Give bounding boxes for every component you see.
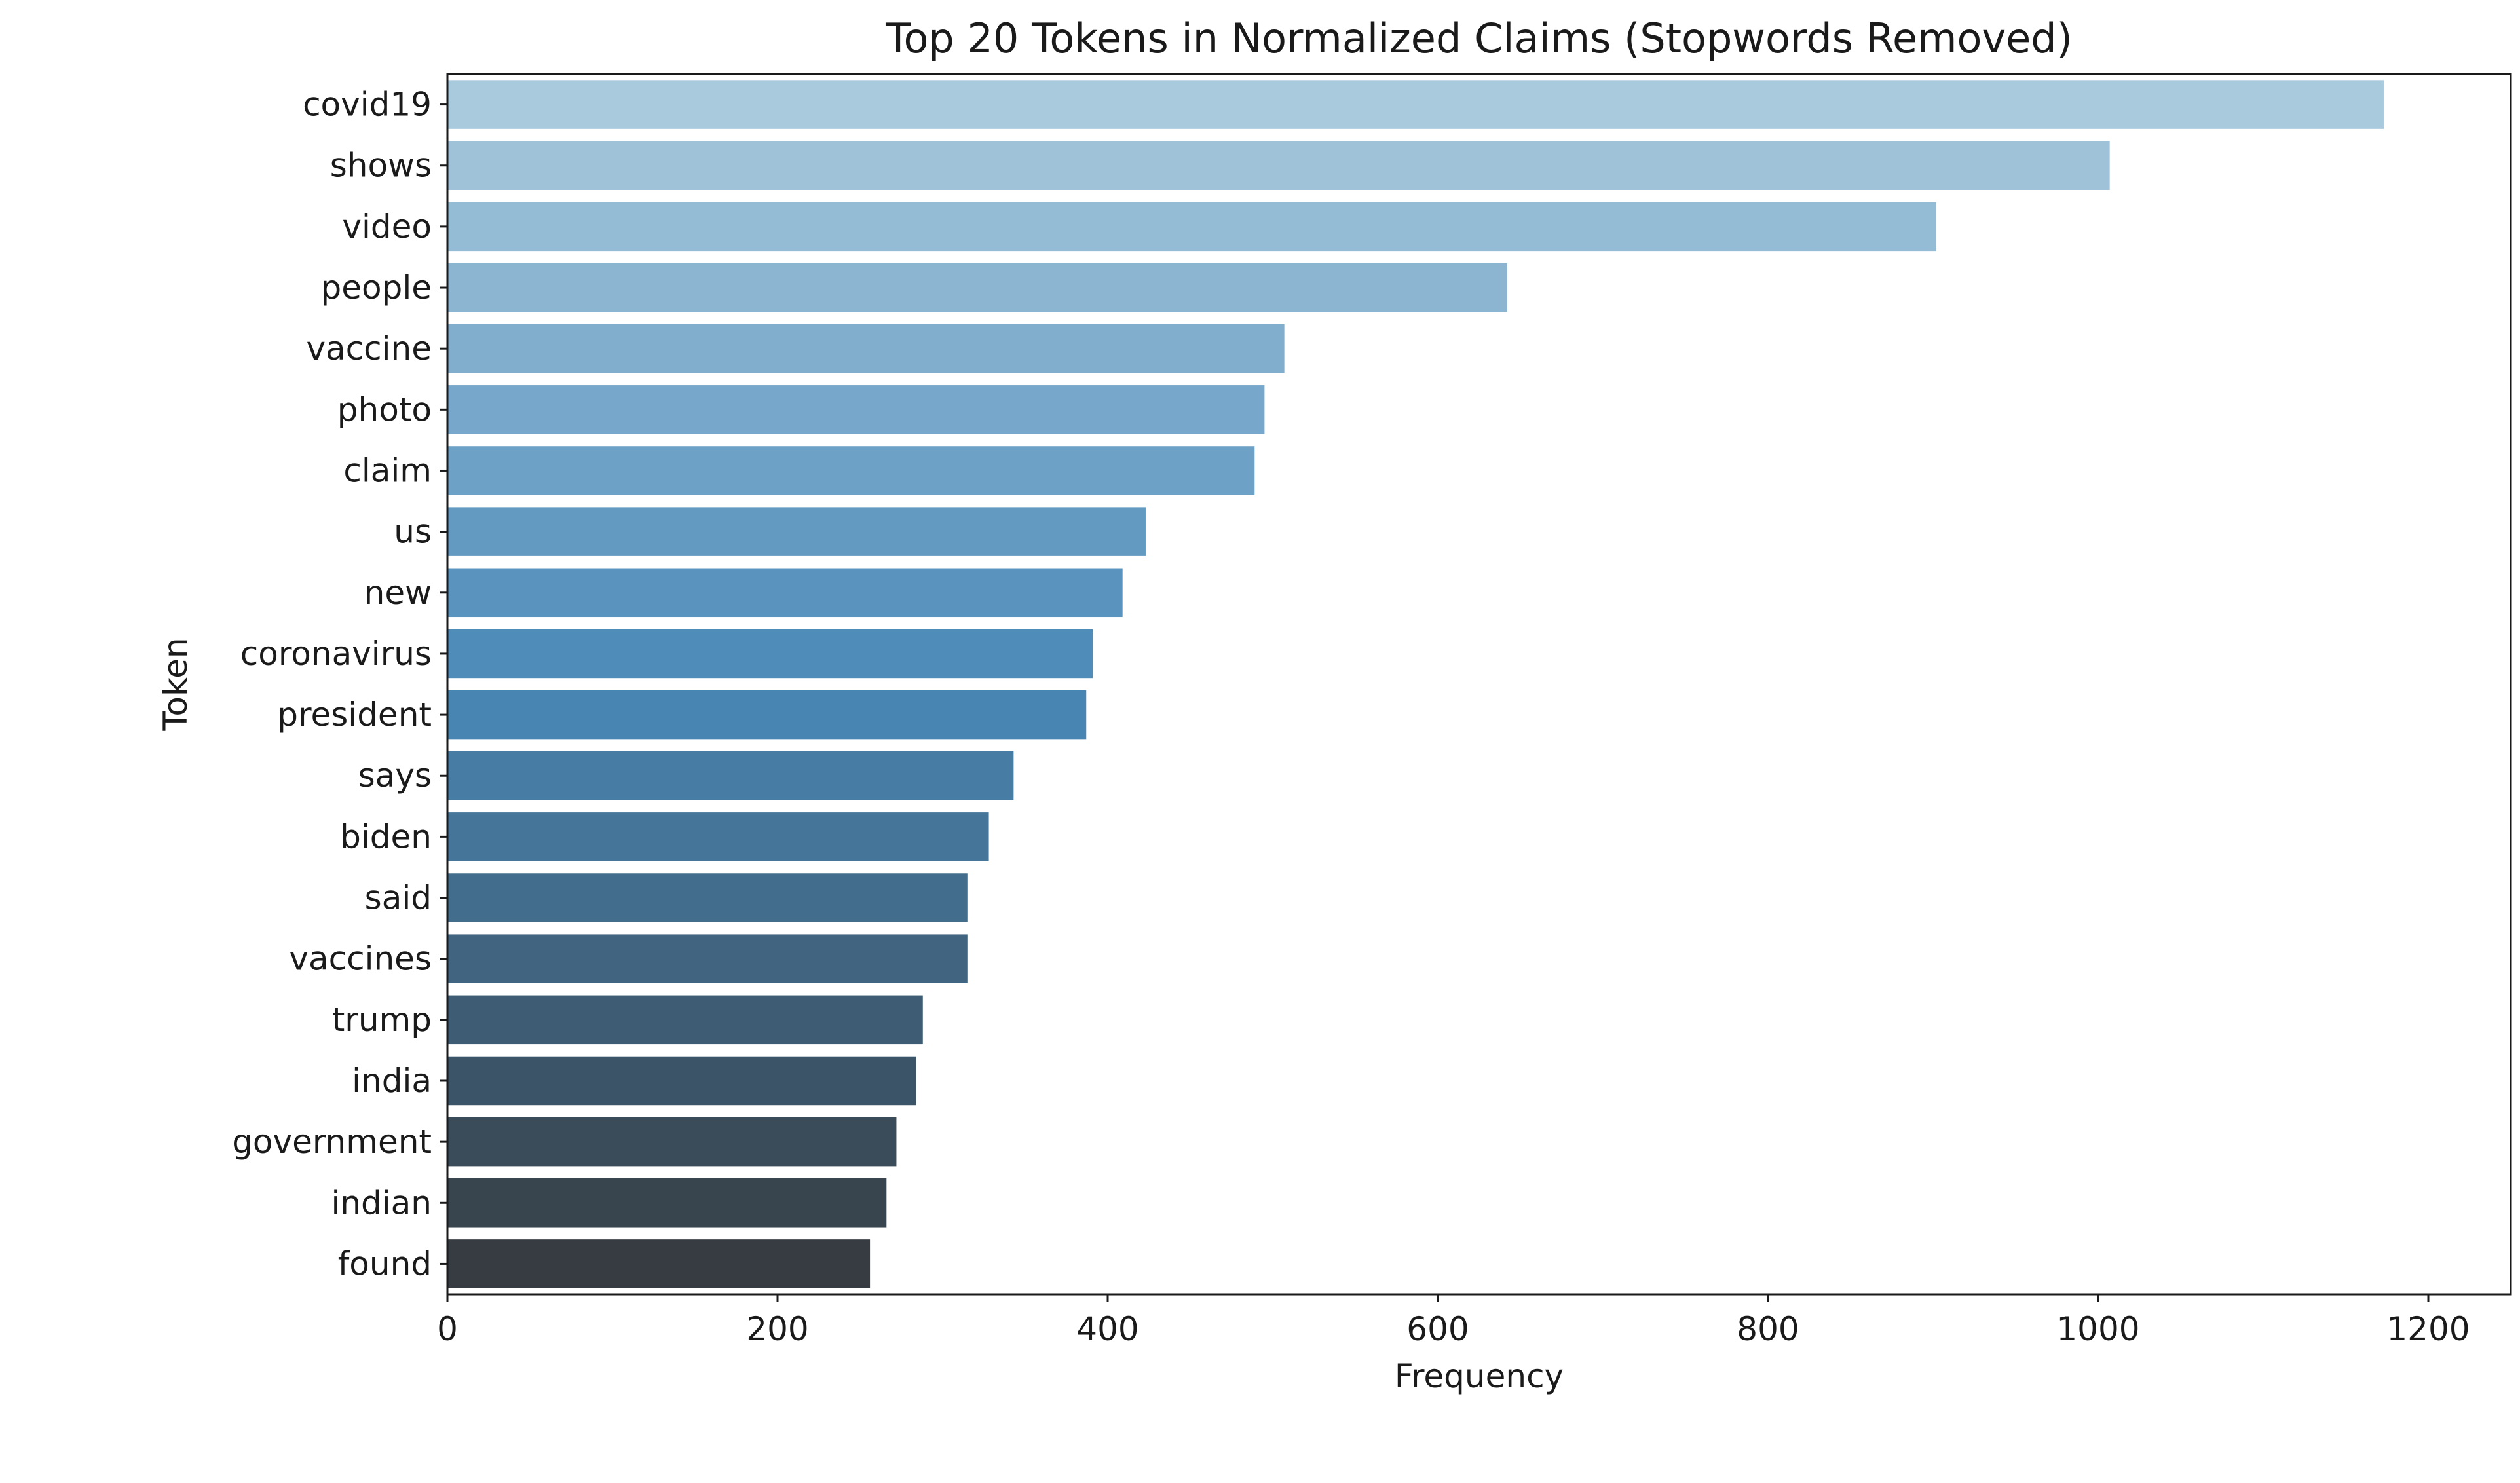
x-tick-label: 400 — [1076, 1310, 1138, 1348]
x-tick-label: 200 — [746, 1310, 808, 1348]
bar-covid19 — [447, 80, 2384, 129]
y-tick-label: trump — [332, 1001, 432, 1039]
chart-title: Top 20 Tokens in Normalized Claims (Stop… — [885, 14, 2073, 62]
bar-found — [447, 1239, 871, 1288]
y-tick-label: claim — [343, 451, 432, 489]
y-axis-label: Token — [157, 637, 195, 731]
y-tick-label: new — [364, 574, 432, 612]
y-tick-label: vaccine — [306, 329, 432, 367]
bar-vaccine — [447, 324, 1285, 373]
bar-government — [447, 1117, 897, 1167]
y-tick-label: us — [394, 513, 432, 551]
y-tick-label: shows — [330, 147, 432, 185]
y-tick-label: government — [232, 1123, 432, 1161]
x-axis-ticks: 0 200 400 600 800 1000 1200 — [437, 1294, 2470, 1348]
y-tick-label: vaccines — [289, 940, 432, 978]
y-tick-label: indian — [331, 1184, 432, 1222]
bar-us — [447, 507, 1146, 556]
bar-indian — [447, 1178, 887, 1228]
x-tick-label: 800 — [1737, 1310, 1799, 1348]
y-tick-label: photo — [337, 390, 432, 428]
y-tick-label: said — [365, 879, 432, 917]
bar-vaccines — [447, 934, 968, 983]
x-tick-label: 1000 — [2056, 1310, 2139, 1348]
plot-frame — [446, 73, 2512, 1296]
x-tick-label: 1200 — [2386, 1310, 2470, 1348]
y-tick-label: india — [352, 1062, 432, 1100]
y-tick-label: video — [342, 208, 432, 246]
bars-layer — [447, 80, 2384, 1288]
x-tick-label: 0 — [437, 1310, 458, 1348]
y-tick-label: biden — [340, 817, 432, 855]
bar-new — [447, 568, 1123, 618]
x-tick-label: 600 — [1406, 1310, 1469, 1348]
bar-claim — [447, 446, 1255, 495]
bar-president — [447, 690, 1087, 740]
x-axis-label: Frequency — [1395, 1357, 1564, 1395]
y-tick-label: says — [358, 757, 432, 795]
bar-trump — [447, 995, 923, 1045]
bar-photo — [447, 385, 1265, 434]
y-tick-label: found — [338, 1245, 432, 1283]
y-tick-label: coronavirus — [240, 635, 432, 673]
bar-people — [447, 263, 1507, 312]
y-tick-label: covid19 — [303, 86, 432, 124]
y-axis-ticks: covid19 shows video people vaccine photo claim… — [232, 86, 447, 1283]
bar-biden — [447, 812, 989, 861]
y-tick-label: president — [277, 696, 432, 734]
y-tick-label: people — [321, 269, 432, 307]
bar-coronavirus — [447, 629, 1093, 679]
bar-india — [447, 1056, 916, 1106]
bar-says — [447, 751, 1014, 800]
bar-video — [447, 202, 1937, 252]
bar-shows — [447, 141, 2110, 190]
bar-said — [447, 873, 968, 922]
